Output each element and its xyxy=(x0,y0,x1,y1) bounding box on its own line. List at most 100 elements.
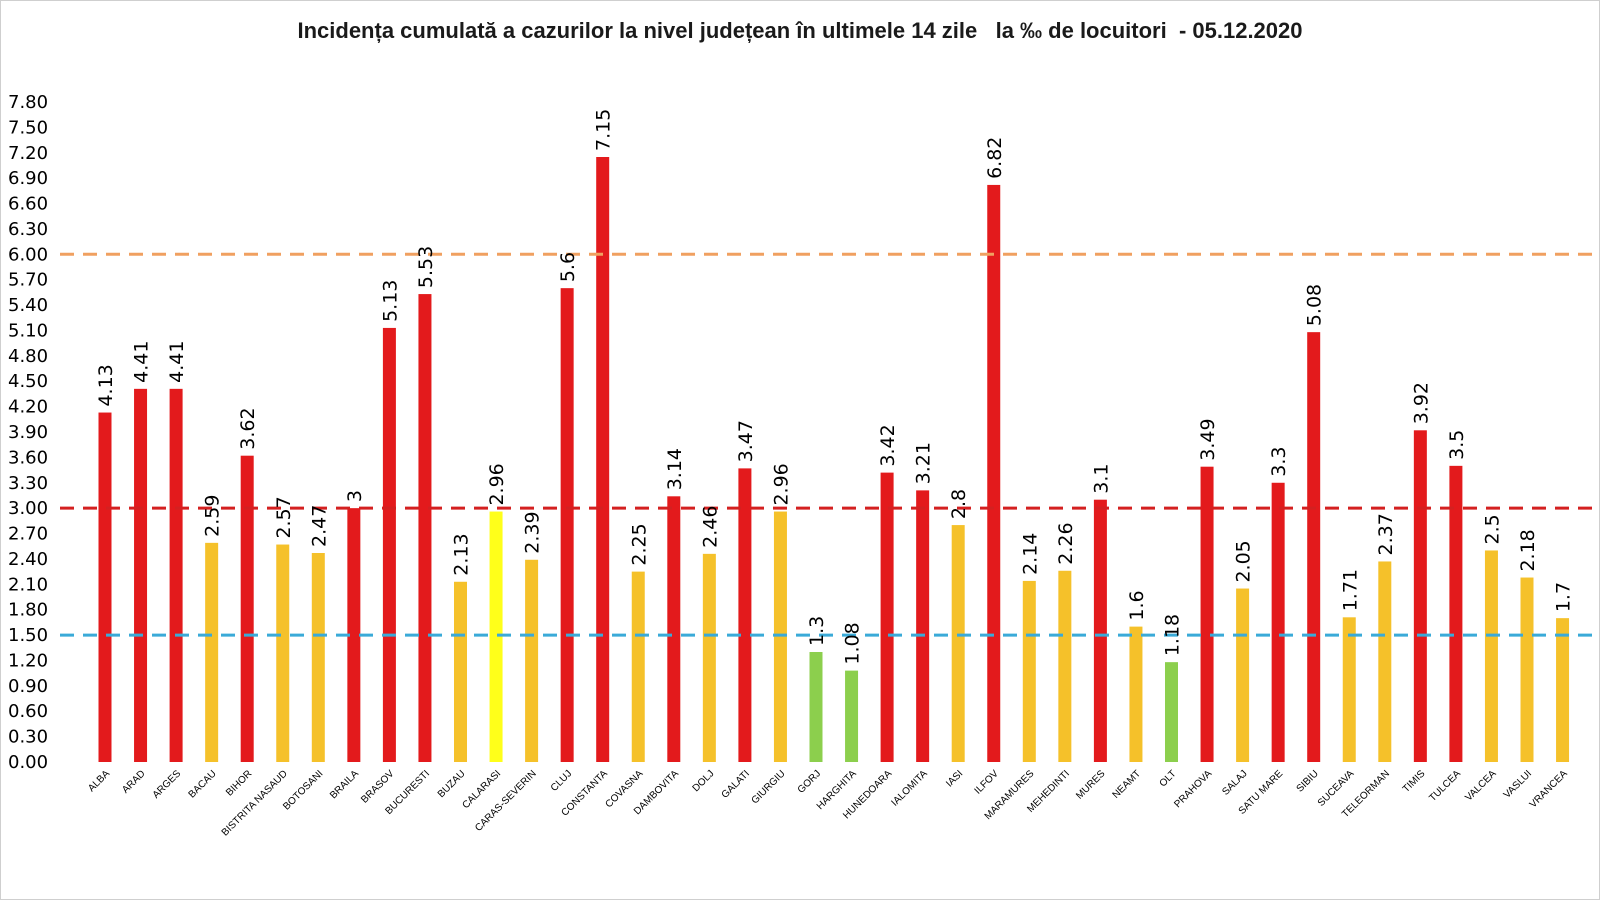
y-tick-label: 3.60 xyxy=(8,447,48,468)
data-label: 1.71 xyxy=(1339,569,1361,611)
bar xyxy=(1236,588,1250,762)
data-label: 2.18 xyxy=(1517,529,1539,571)
y-tick-label: 3.30 xyxy=(8,473,48,494)
bar xyxy=(1022,580,1036,762)
category-label: ARGES xyxy=(151,768,184,801)
bar xyxy=(987,184,1001,762)
category-label: BIHOR xyxy=(224,768,254,798)
bar xyxy=(773,511,787,762)
bar xyxy=(702,553,716,762)
data-label: 1.18 xyxy=(1162,614,1184,656)
y-tick-label: 1.80 xyxy=(8,600,48,621)
y-tick-label: 2.40 xyxy=(8,549,48,570)
category-label: SIBIU xyxy=(1295,768,1321,794)
bar xyxy=(1378,561,1392,762)
data-label: 7.15 xyxy=(593,109,615,151)
category-label: ARAD xyxy=(120,768,147,795)
data-label: 2.96 xyxy=(486,463,508,505)
y-tick-label: 0.30 xyxy=(8,727,48,748)
category-label: GALATI xyxy=(720,768,752,800)
bar xyxy=(1307,332,1321,762)
data-label: 1.08 xyxy=(842,622,864,664)
bar xyxy=(1413,430,1427,762)
y-tick-label: 5.40 xyxy=(8,295,48,316)
category-label: SALAJ xyxy=(1220,768,1249,797)
y-tick-label: 5.70 xyxy=(8,270,48,291)
y-tick-label: 7.20 xyxy=(8,143,48,164)
bar xyxy=(1058,570,1072,762)
data-label: 2.5 xyxy=(1481,514,1503,544)
category-label: ALBA xyxy=(86,768,112,794)
y-tick-label: 4.80 xyxy=(8,346,48,367)
bar xyxy=(525,559,539,762)
y-tick-label: 4.20 xyxy=(8,397,48,418)
bar xyxy=(1520,577,1534,762)
data-label: 2.26 xyxy=(1055,522,1077,564)
y-tick-label: 0.90 xyxy=(8,676,48,697)
data-label: 5.13 xyxy=(379,280,401,322)
bar xyxy=(560,288,574,762)
bar xyxy=(1484,550,1498,762)
y-tick-label: 2.70 xyxy=(8,524,48,545)
category-label: DOLJ xyxy=(691,768,717,794)
data-label: 1.6 xyxy=(1126,590,1148,620)
category-label: CARAS-SEVERIN xyxy=(473,768,539,834)
category-label: BUZAU xyxy=(436,768,468,800)
data-label: 3.3 xyxy=(1268,447,1290,477)
data-label: 2.46 xyxy=(699,506,721,548)
category-label: BRASOV xyxy=(359,768,396,805)
bar xyxy=(809,652,823,762)
y-tick-label: 7.80 xyxy=(8,92,48,113)
data-label: 6.82 xyxy=(984,137,1006,179)
y-tick-label: 1.20 xyxy=(8,650,48,671)
data-label: 3.92 xyxy=(1410,382,1432,424)
y-tick-label: 7.50 xyxy=(8,117,48,138)
bar xyxy=(1129,626,1143,762)
data-label: 2.05 xyxy=(1233,540,1255,582)
data-label: 2.47 xyxy=(308,505,330,547)
data-label: 3 xyxy=(344,490,366,502)
category-label: IALOMITA xyxy=(890,768,930,808)
bar xyxy=(1165,662,1178,762)
bar xyxy=(1093,499,1107,762)
data-label: 2.57 xyxy=(273,496,295,538)
data-label: 2.8 xyxy=(948,489,970,519)
category-label: OLT xyxy=(1158,768,1179,789)
bar xyxy=(916,490,930,762)
category-label: VALCEA xyxy=(1463,768,1498,803)
data-label: 4.41 xyxy=(131,341,153,383)
data-label: 3.1 xyxy=(1090,463,1112,493)
bar xyxy=(667,496,681,762)
chart-title: Incidența cumulată a cazurilor la nivel … xyxy=(297,18,1303,43)
y-tick-label: 6.90 xyxy=(8,168,48,189)
y-tick-label: 3.00 xyxy=(8,498,48,519)
bar xyxy=(169,388,183,762)
bar xyxy=(1556,618,1570,762)
bar xyxy=(276,544,290,762)
y-tick-label: 0.60 xyxy=(8,701,48,722)
bar xyxy=(240,455,254,762)
bar xyxy=(454,581,467,762)
category-label: BISTRITA NASAUD xyxy=(220,768,290,838)
data-label: 3.47 xyxy=(735,420,757,462)
y-tick-label: 0.00 xyxy=(8,752,48,773)
bar xyxy=(382,327,396,762)
category-label: ILFOV xyxy=(973,768,1001,796)
bar xyxy=(1271,482,1285,762)
bar xyxy=(631,571,645,762)
bar xyxy=(98,412,112,762)
category-label: CLUJ xyxy=(549,768,574,793)
y-tick-label: 6.30 xyxy=(8,219,48,240)
bar xyxy=(951,525,965,762)
data-label: 4.41 xyxy=(166,341,188,383)
bar xyxy=(205,542,219,762)
data-label: 3.5 xyxy=(1446,430,1468,460)
data-label: 2.14 xyxy=(1019,533,1041,575)
category-label: BRAILA xyxy=(328,768,361,801)
category-label: MURES xyxy=(1074,768,1108,802)
bar xyxy=(1200,466,1214,762)
category-label: GORJ xyxy=(796,768,823,795)
y-tick-label: 2.10 xyxy=(8,574,48,595)
